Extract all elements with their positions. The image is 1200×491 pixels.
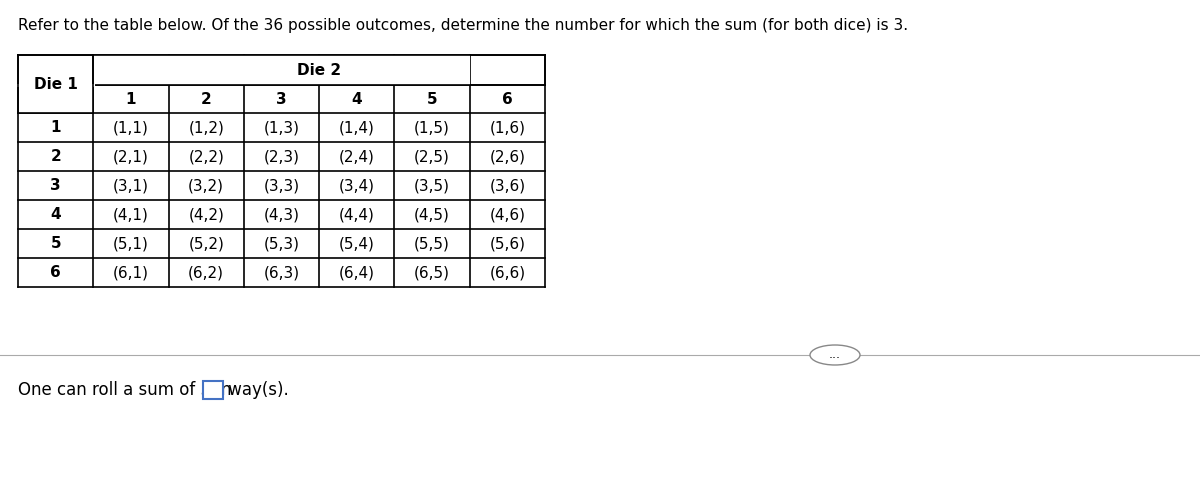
- Text: 3: 3: [50, 178, 61, 193]
- Text: (5,4): (5,4): [338, 236, 374, 251]
- Bar: [203, 381, 223, 399]
- Text: 3: 3: [276, 91, 287, 107]
- Text: (5,2): (5,2): [188, 236, 224, 251]
- Text: 1: 1: [50, 120, 61, 135]
- Text: (2,3): (2,3): [264, 149, 300, 164]
- Text: 4: 4: [352, 91, 362, 107]
- Text: (1,5): (1,5): [414, 120, 450, 135]
- Text: (6,2): (6,2): [188, 265, 224, 280]
- Text: 5: 5: [50, 236, 61, 251]
- Text: (6,6): (6,6): [490, 265, 526, 280]
- Text: (2,2): (2,2): [188, 149, 224, 164]
- Text: 5: 5: [427, 91, 437, 107]
- Text: (3,3): (3,3): [264, 178, 300, 193]
- Text: (3,6): (3,6): [490, 178, 526, 193]
- Text: (1,4): (1,4): [338, 120, 374, 135]
- Text: (3,4): (3,4): [338, 178, 374, 193]
- Text: 6: 6: [502, 91, 512, 107]
- Text: (5,1): (5,1): [113, 236, 149, 251]
- Text: (3,1): (3,1): [113, 178, 149, 193]
- Text: (6,3): (6,3): [264, 265, 300, 280]
- Text: (2,6): (2,6): [490, 149, 526, 164]
- Text: (4,2): (4,2): [188, 207, 224, 222]
- Text: 6: 6: [50, 265, 61, 280]
- Text: (4,3): (4,3): [264, 207, 300, 222]
- Text: (4,5): (4,5): [414, 207, 450, 222]
- Text: (3,2): (3,2): [188, 178, 224, 193]
- Text: (6,1): (6,1): [113, 265, 149, 280]
- Text: (5,6): (5,6): [490, 236, 526, 251]
- Ellipse shape: [810, 345, 860, 365]
- Text: (2,1): (2,1): [113, 149, 149, 164]
- Text: (3,5): (3,5): [414, 178, 450, 193]
- Text: (5,5): (5,5): [414, 236, 450, 251]
- Text: One can roll a sum of 3 in: One can roll a sum of 3 in: [18, 381, 236, 399]
- Polygon shape: [94, 55, 469, 85]
- Text: Refer to the table below. Of the 36 possible outcomes, determine the number for : Refer to the table below. Of the 36 poss…: [18, 18, 908, 33]
- Text: (2,5): (2,5): [414, 149, 450, 164]
- Text: (2,4): (2,4): [338, 149, 374, 164]
- Text: (1,1): (1,1): [113, 120, 149, 135]
- Text: 2: 2: [50, 149, 61, 164]
- Text: (5,3): (5,3): [264, 236, 300, 251]
- Text: Die 2: Die 2: [298, 62, 341, 78]
- Text: (1,6): (1,6): [490, 120, 526, 135]
- Text: (1,3): (1,3): [264, 120, 300, 135]
- Text: (6,5): (6,5): [414, 265, 450, 280]
- Text: 2: 2: [200, 91, 211, 107]
- Polygon shape: [18, 55, 92, 112]
- Text: ...: ...: [829, 349, 841, 361]
- Text: (4,6): (4,6): [490, 207, 526, 222]
- Text: 1: 1: [126, 91, 136, 107]
- Text: way(s).: way(s).: [223, 381, 289, 399]
- Text: (4,1): (4,1): [113, 207, 149, 222]
- Text: (6,4): (6,4): [338, 265, 374, 280]
- Text: (1,2): (1,2): [188, 120, 224, 135]
- Text: (4,4): (4,4): [338, 207, 374, 222]
- Text: 4: 4: [50, 207, 61, 222]
- Text: Die 1: Die 1: [34, 77, 78, 91]
